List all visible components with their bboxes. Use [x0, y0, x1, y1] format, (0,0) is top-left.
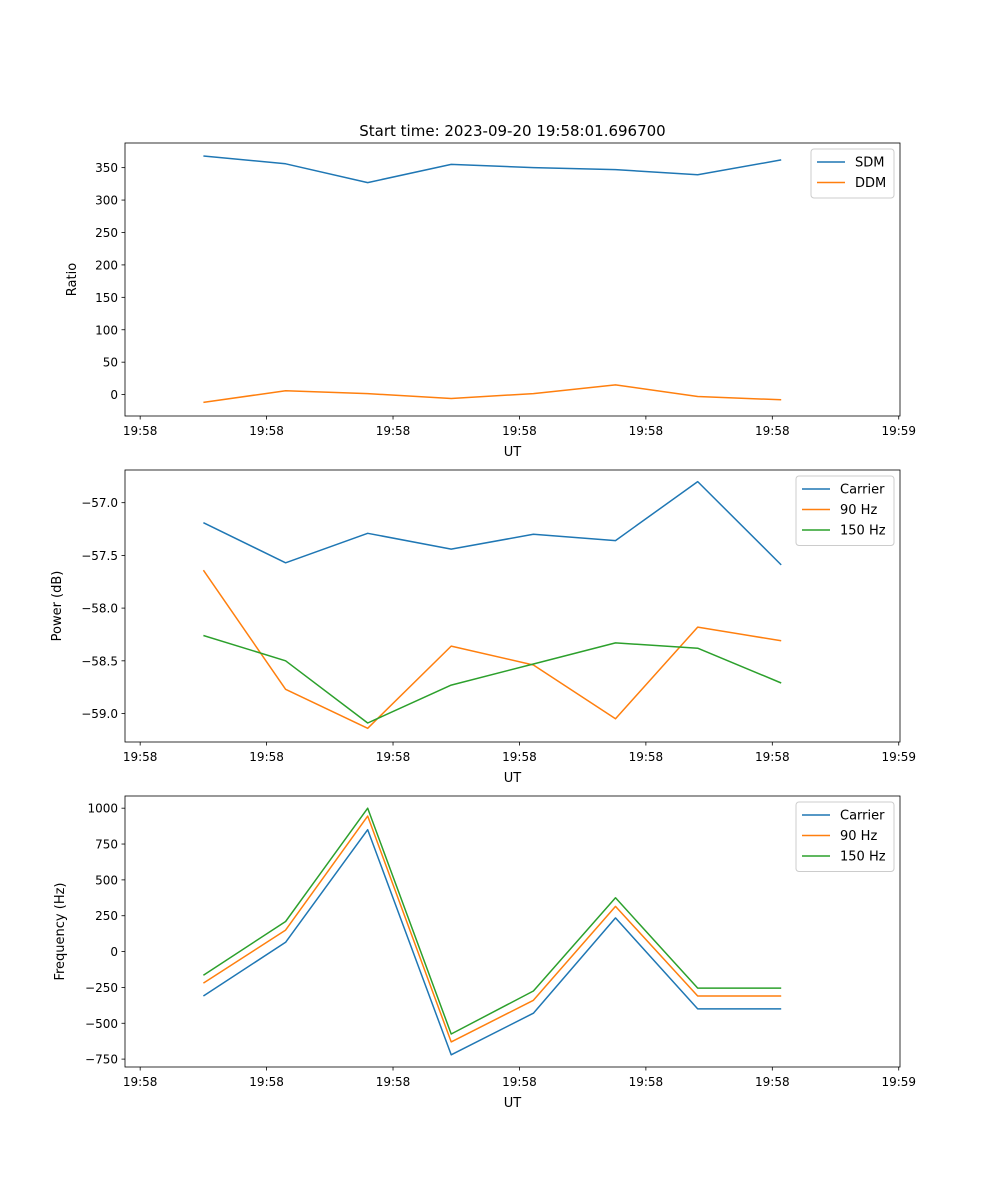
legend-box — [795, 475, 895, 546]
legend-label: SDM — [855, 156, 884, 171]
y-tick-label: 50 — [103, 356, 118, 370]
x-tick-label: 19:58 — [249, 1075, 284, 1089]
x-tick-label: 19:59 — [881, 1075, 916, 1089]
legend-label: 90 Hz — [840, 829, 877, 844]
legend-label: 150 Hz — [840, 850, 886, 865]
legend-label: Carrier — [840, 483, 885, 498]
y-tick-label: 0 — [110, 388, 118, 402]
x-tick-label: 19:58 — [376, 750, 411, 764]
x-axis-label: UT — [504, 1096, 522, 1111]
x-tick-label: 19:58 — [502, 750, 537, 764]
legend-label: Carrier — [840, 809, 885, 824]
x-tick-label: 19:58 — [755, 424, 790, 438]
subplot-1: 19:58 19:58 19:58 19:58 19:58 19:58 19:59 0 50 10… — [65, 122, 916, 460]
y-tick-label: 500 — [95, 873, 118, 887]
legend-label: 90 Hz — [840, 503, 877, 518]
x-tick-label: 19:58 — [376, 1075, 411, 1089]
axes-frame — [124, 795, 901, 1068]
y-tick-label: −500 — [85, 1017, 118, 1031]
x-tick-label: 19:58 — [249, 750, 284, 764]
series-line-90-hz — [202, 569, 782, 730]
y-tick-label: 1000 — [87, 802, 118, 816]
y-tick-label: −58.5 — [81, 654, 118, 668]
series-line-90-hz — [202, 815, 782, 1043]
x-tick-label: 19:58 — [629, 1075, 664, 1089]
series-line-ddm — [203, 384, 782, 404]
x-tick-label: 19:58 — [755, 1075, 790, 1089]
x-tick-label: 19:58 — [629, 424, 664, 438]
y-axis-label: Power (dB) — [50, 571, 65, 642]
legend-label: DDM — [855, 176, 886, 191]
y-tick-label: −58.0 — [81, 602, 118, 616]
x-tick-label: 19:58 — [123, 750, 158, 764]
y-tick-label: 250 — [95, 226, 118, 240]
x-tick-label: 19:58 — [249, 424, 284, 438]
y-tick-label: −250 — [85, 981, 118, 995]
x-tick-label: 19:58 — [502, 1075, 537, 1089]
legend: SDM DDM — [810, 148, 895, 199]
chart-title: Start time: 2023-09-20 19:58:01.696700 — [359, 122, 665, 140]
x-tick-label: 19:59 — [881, 424, 916, 438]
y-tick-label: 200 — [95, 258, 118, 272]
legend-label: 150 Hz — [840, 524, 886, 539]
subplot-3: 19:58 19:58 19:58 19:58 19:58 19:58 19:59 −750 −… — [53, 795, 916, 1111]
x-tick-label: 19:58 — [629, 750, 664, 764]
axes-frame — [124, 469, 901, 743]
y-tick-label: 350 — [95, 161, 118, 175]
y-axis-label: Frequency (Hz) — [53, 882, 68, 980]
x-tick-label: 19:58 — [755, 750, 790, 764]
y-axis-label: Ratio — [65, 263, 80, 296]
y-tick-label: 100 — [95, 323, 118, 337]
y-tick-label: −57.0 — [81, 496, 118, 510]
y-tick-label: −750 — [85, 1053, 118, 1067]
x-tick-label: 19:58 — [502, 424, 537, 438]
x-axis-label: UT — [504, 771, 522, 786]
axes-frame — [124, 142, 901, 417]
series-line-carrier — [203, 480, 782, 566]
y-tick-label: −59.0 — [81, 707, 118, 721]
y-tick-label: 300 — [95, 194, 118, 208]
legend: Carrier 90 Hz 150 Hz — [795, 475, 895, 546]
legend-box — [795, 801, 895, 872]
series-line-sdm — [203, 155, 782, 184]
legend: Carrier 90 Hz 150 Hz — [795, 801, 895, 872]
subplot-2: 19:58 19:58 19:58 19:58 19:58 19:58 19:59 −59.0… — [50, 469, 916, 786]
y-tick-label: 0 — [110, 945, 118, 959]
series-line-150-hz — [202, 807, 782, 1035]
x-tick-label: 19:59 — [881, 750, 916, 764]
y-tick-label: 150 — [95, 291, 118, 305]
x-axis-label: UT — [504, 445, 522, 460]
y-tick-label: −57.5 — [81, 549, 118, 563]
series-line-150-hz — [203, 634, 782, 724]
x-tick-label: 19:58 — [123, 1075, 158, 1089]
x-tick-label: 19:58 — [376, 424, 411, 438]
y-tick-label: 750 — [95, 838, 118, 852]
y-tick-label: 250 — [95, 909, 118, 923]
x-tick-label: 19:58 — [123, 424, 158, 438]
series-line-carrier — [202, 828, 782, 1056]
